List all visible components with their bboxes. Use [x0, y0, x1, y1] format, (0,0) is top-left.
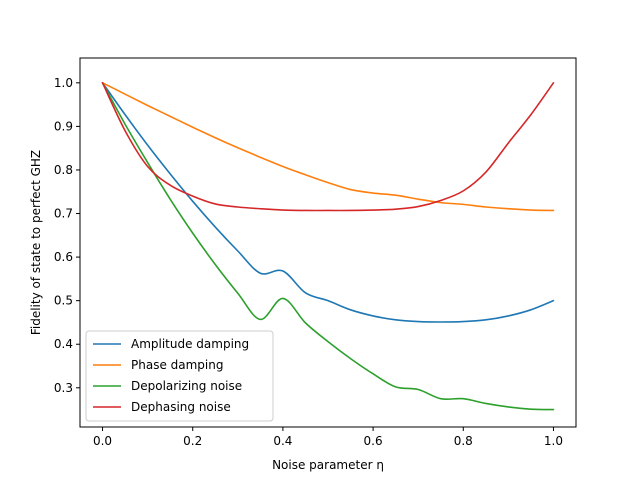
axes-frame: [79, 57, 577, 428]
y-tick-label: 1.0: [54, 76, 73, 90]
x-tick-label: 0.2: [183, 434, 202, 448]
y-tick-label: 0.4: [54, 337, 73, 351]
y-tick-label: 0.6: [54, 250, 73, 264]
x-axis-title: Noise parameter η: [272, 458, 384, 472]
y-tick-label: 0.5: [54, 294, 73, 308]
y-tick-label: 0.7: [54, 207, 73, 221]
legend-label-amplitude-damping: Amplitude damping: [131, 337, 249, 351]
y-tick-label: 0.3: [54, 381, 73, 395]
y-tick-label: 0.8: [54, 163, 73, 177]
legend-label-phase-damping: Phase damping: [131, 358, 223, 372]
y-tick-label: 0.9: [54, 119, 73, 133]
series-line-dephasing-noise: [101, 82, 555, 212]
legend-label-dephasing-noise: Dephasing noise: [131, 400, 231, 414]
series-line-phase-damping: [101, 82, 555, 212]
series-line-amplitude-damping: [101, 82, 555, 323]
x-axis: 0.0 0.2 0.4 0.6 0.8 1.0: [93, 427, 563, 448]
x-tick-label: 0.4: [273, 434, 292, 448]
x-tick-label: 1.0: [544, 434, 563, 448]
series-line-depolarizing-noise: [101, 82, 555, 411]
y-axis: 0.3 0.4 0.5 0.6 0.7 0.8 0.9 1.0: [54, 76, 80, 395]
x-tick-label: 0.0: [93, 434, 112, 448]
x-tick-label: 0.8: [454, 434, 473, 448]
plot-lines: [101, 82, 555, 411]
legend: Amplitude damping Phase damping Depolarizi…: [85, 330, 274, 422]
x-tick-label: 0.6: [364, 434, 383, 448]
legend-label-depolarizing-noise: Depolarizing noise: [131, 379, 242, 393]
legend-box: [85, 330, 274, 422]
y-axis-title: Fidelity of state to perfect GHZ: [29, 150, 43, 335]
